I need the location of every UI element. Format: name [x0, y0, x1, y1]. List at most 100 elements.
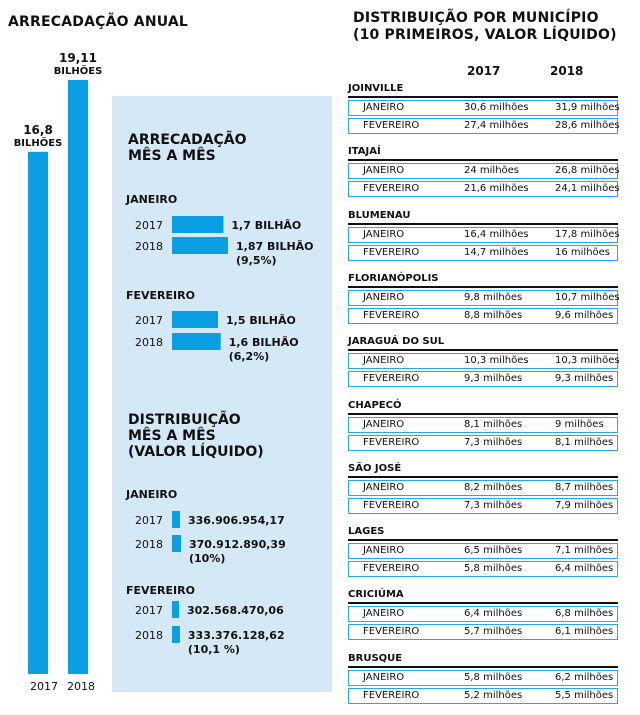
- distribution-value-1-1: 333.376.128,62: [188, 629, 285, 642]
- row-value-2018: 17,8 milhões: [555, 228, 620, 240]
- municipality-row: JANEIRO 6,4 milhões 6,8 milhões: [348, 606, 618, 623]
- distribution-value-0-0: 336.906.954,17: [188, 514, 285, 527]
- row-value-2018: 8,1 milhões: [555, 436, 614, 448]
- row-value-2017: 5,8 milhões: [464, 671, 523, 683]
- row-month: FEVEREIRO: [363, 246, 420, 258]
- municipality-name: SÃO JOSÉ: [348, 462, 618, 478]
- municipality-block: SÃO JOSÉ JANEIRO 8,2 milhões 8,7 milhões FEV…: [348, 462, 618, 514]
- row-month: JANEIRO: [363, 481, 405, 493]
- row-value-2017: 21,6 milhões: [464, 183, 529, 195]
- row-value-2018: 28,6 milhões: [555, 120, 620, 131]
- row-month: JANEIRO: [363, 671, 405, 683]
- collection-year-1-1: 2018: [135, 336, 163, 349]
- row-value-2017: 14,7 milhões: [464, 246, 529, 258]
- row-value-2017: 9,3 milhões: [464, 373, 523, 385]
- municipality-name: CHAPECÓ: [348, 399, 618, 415]
- municipality-name: CRICIÚMA: [348, 588, 618, 605]
- municipality-row: JANEIRO 8,2 milhões 8,7 milhões: [348, 479, 618, 496]
- collection-value-1-0: 1,5 BILHÃO: [226, 314, 296, 327]
- row-month: JANEIRO: [363, 608, 405, 620]
- row-value-2017: 30,6 milhões: [464, 102, 529, 113]
- municipality-row: FEVEREIRO 5,2 milhões 5,5 milhões: [348, 687, 618, 704]
- distribution-value-0-1: 370.912.890,39: [189, 538, 286, 551]
- row-month: JANEIRO: [363, 291, 405, 303]
- row-month: JANEIRO: [363, 418, 405, 430]
- row-value-2018: 24,1 milhões: [555, 183, 620, 195]
- row-month: FEVEREIRO: [363, 626, 420, 638]
- distribution-bar-0-1: [172, 535, 181, 552]
- distribution-bar-1-1: [172, 626, 180, 643]
- municipality-row: FEVEREIRO 21,6 milhões 24,1 milhões: [348, 181, 620, 198]
- collection-value-0-1: 1,87 BILHÃO: [236, 240, 314, 253]
- collection-note-1-1: (6,2%): [229, 350, 270, 363]
- municipality-block: FLORIANÓPOLIS JANEIRO 9,8 milhões 10,7 milh…: [348, 272, 620, 324]
- distribution-bar-1-0: [172, 601, 179, 618]
- municipality-block: JARAGUÁ DO SUL JANEIRO 10,3 milhões 10,3 mi…: [348, 335, 620, 388]
- collection-title: ARRECADAÇÃO MÊS A MÊS: [128, 132, 247, 164]
- row-value-2018: 31,9 milhões: [555, 102, 620, 113]
- distribution-note-1-1: (10,1 %): [188, 643, 240, 656]
- municipality-row: JANEIRO 8,1 milhões 9 milhões: [348, 416, 618, 433]
- row-value-2018: 9,3 milhões: [555, 373, 614, 385]
- row-month: FEVEREIRO: [363, 563, 420, 575]
- municipality-name: ITAJAÍ: [348, 145, 618, 162]
- row-month: JANEIRO: [363, 165, 405, 177]
- row-value-2018: 6,8 milhões: [555, 608, 614, 620]
- row-value-2018: 9,6 milhões: [555, 309, 614, 321]
- municipality-row: FEVEREIRO 5,7 milhões 6,1 milhões: [348, 624, 618, 641]
- monthly-panel: [112, 96, 332, 692]
- row-month: FEVEREIRO: [363, 120, 420, 131]
- row-value-2017: 16,4 milhões: [464, 228, 529, 240]
- row-value-2017: 8,1 milhões: [464, 418, 523, 430]
- municipality-row: JANEIRO 24 milhões 26,8 milhões: [348, 163, 620, 180]
- row-value-2018: 6,4 milhões: [555, 563, 614, 575]
- annual-bar-2017: [28, 151, 48, 675]
- municipality-block: CRICIÚMA JANEIRO 6,4 milhões 6,8 milhões FEV…: [348, 588, 618, 641]
- row-value-2018: 26,8 milhões: [555, 165, 620, 177]
- row-month: JANEIRO: [363, 102, 405, 113]
- row-value-2018: 5,5 milhões: [555, 689, 614, 701]
- municipality-name: JOINVILLE: [348, 82, 618, 98]
- municipality-name: FLORIANÓPOLIS: [348, 272, 618, 288]
- distribution-month-jan: JANEIRO: [126, 488, 178, 501]
- collection-note-0-1: (9,5%): [236, 254, 277, 267]
- annual-bar-unit-2018: BILHÕES: [54, 64, 103, 77]
- municipalities-title-line2: (10 PRIMEIROS, VALOR LÍQUIDO): [353, 27, 617, 43]
- collection-bar-0-0: [172, 216, 224, 233]
- row-month: FEVEREIRO: [363, 183, 420, 195]
- collection-bar-1-1: [172, 333, 221, 350]
- municipality-row: FEVEREIRO 27,4 milhões 28,6 milhões: [348, 118, 620, 134]
- collection-value-0-0: 1,7 BILHÃO: [231, 219, 301, 232]
- annual-year-2018: 2018: [67, 680, 95, 693]
- distribution-bar-0-0: [172, 511, 181, 528]
- municipality-name: BLUMENAU: [348, 209, 618, 225]
- collection-month-jan: JANEIRO: [126, 193, 178, 206]
- row-value-2017: 9,8 milhões: [464, 291, 523, 303]
- collection-value-1-1: 1,6 BILHÃO: [229, 336, 299, 349]
- row-month: FEVEREIRO: [363, 373, 420, 385]
- distribution-month-feb: FEVEREIRO: [126, 584, 195, 597]
- row-value-2017: 7,3 milhões: [464, 499, 523, 511]
- municipality-row: FEVEREIRO 8,8 milhões 9,6 milhões: [348, 307, 618, 324]
- row-value-2017: 6,4 milhões: [464, 608, 523, 620]
- row-month: JANEIRO: [363, 228, 405, 240]
- row-value-2018: 6,2 milhões: [555, 671, 614, 683]
- column-header-2018: 2018: [550, 64, 584, 78]
- row-month: FEVEREIRO: [363, 309, 420, 321]
- municipality-block: JOINVILLE JANEIRO 30,6 milhões 31,9 milhões…: [348, 82, 620, 134]
- distribution-year-1-1: 2018: [135, 629, 163, 642]
- municipality-row: FEVEREIRO 14,7 milhões 16 milhões: [348, 244, 618, 261]
- municipalities-title-line1: DISTRIBUIÇÃO POR MUNICÍPIO: [353, 10, 599, 26]
- monthly-bar-charts: 2017 1,7 BILHÃO 2018 1,87 BILHÃO(9,5%) 2017 1…: [135, 216, 314, 656]
- municipality-row: JANEIRO 5,8 milhões 6,2 milhões: [348, 669, 618, 686]
- municipality-block: CHAPECÓ JANEIRO 8,1 milhões 9 milhões FEVERE…: [348, 399, 618, 451]
- municipality-block: ITAJAÍ JANEIRO 24 milhões 26,8 milhões FEVER…: [348, 145, 620, 198]
- annual-bar-unit-2017: BILHÕES: [14, 136, 63, 149]
- municipality-row: FEVEREIRO 9,3 milhões 9,3 milhões: [348, 371, 618, 388]
- annual-bar-value-2017: 16,8: [23, 123, 53, 137]
- municipality-name: BRUSQUE: [348, 652, 618, 668]
- row-value-2017: 24 milhões: [464, 165, 520, 177]
- row-month: JANEIRO: [363, 355, 405, 367]
- distribution-note-0-1: (10%): [189, 552, 225, 565]
